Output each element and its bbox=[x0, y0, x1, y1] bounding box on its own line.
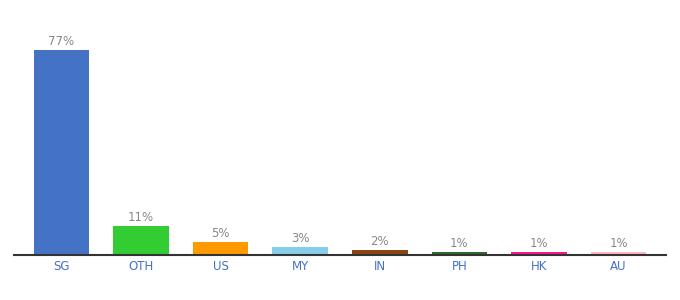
Bar bbox=[192, 242, 248, 255]
Text: 1%: 1% bbox=[450, 237, 469, 250]
Text: 5%: 5% bbox=[211, 226, 230, 240]
Bar bbox=[591, 252, 647, 255]
Text: 2%: 2% bbox=[371, 235, 389, 248]
Text: 3%: 3% bbox=[291, 232, 309, 245]
Text: 1%: 1% bbox=[530, 237, 548, 250]
Bar bbox=[352, 250, 408, 255]
Text: 1%: 1% bbox=[609, 237, 628, 250]
Bar bbox=[113, 226, 169, 255]
Bar bbox=[511, 252, 567, 255]
Text: 77%: 77% bbox=[48, 35, 74, 48]
Bar bbox=[432, 252, 488, 255]
Text: 11%: 11% bbox=[128, 211, 154, 224]
Bar bbox=[33, 50, 89, 255]
Bar bbox=[272, 247, 328, 255]
